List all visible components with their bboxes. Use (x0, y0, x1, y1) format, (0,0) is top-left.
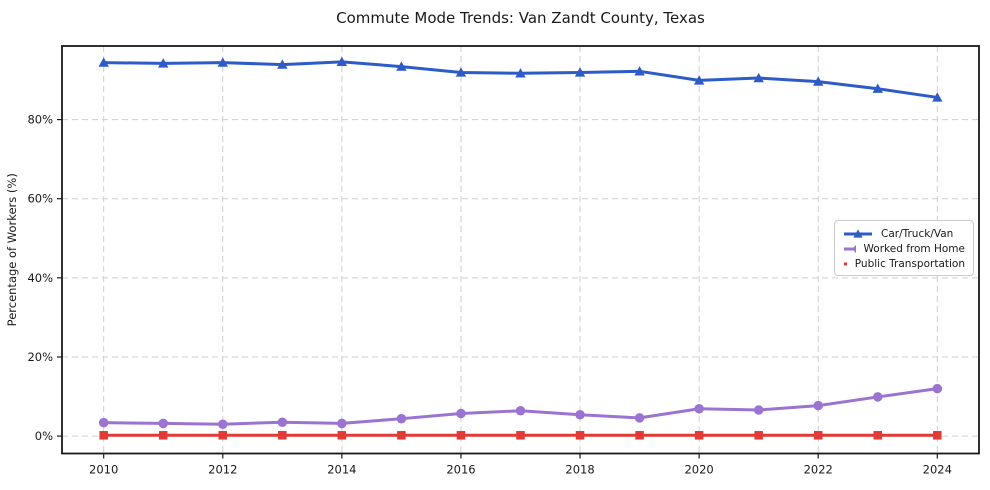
data-point-marker (753, 405, 764, 415)
legend-item: Car/Truck/Van (843, 226, 965, 241)
data-point-marker (278, 431, 287, 440)
y-tick-label: 80% (27, 113, 53, 127)
data-point-marker (277, 417, 288, 428)
chart-title: Commute Mode Trends: Van Zandt County, T… (336, 9, 705, 27)
data-point-marker (217, 57, 228, 67)
x-tick-label: 2018 (565, 463, 594, 477)
data-point-marker (98, 57, 109, 67)
data-point-marker (813, 76, 824, 86)
series-square (99, 431, 942, 440)
axis-tick-labels: 0% 20% 40% 60% 80% 2010 2012 2014 2016 2018 2020 20… (27, 113, 952, 477)
data-point-marker (336, 56, 348, 66)
y-tick-label: 40% (27, 271, 53, 285)
data-point-marker (694, 431, 704, 440)
legend-marker-square-icon (844, 262, 847, 265)
data-point-marker (753, 72, 764, 83)
data-point-marker (516, 431, 525, 440)
data-point-marker (455, 67, 467, 77)
x-tick-label: 2014 (327, 463, 356, 477)
data-point-marker (337, 431, 347, 440)
data-point-marker (635, 431, 644, 440)
data-point-marker (693, 75, 705, 85)
series-circle (98, 383, 943, 430)
data-point-marker (456, 408, 466, 419)
data-point-marker (158, 418, 169, 429)
legend-label: Car/Truck/Van (881, 227, 954, 240)
x-tick-label: 2020 (684, 463, 713, 477)
data-point-marker (396, 61, 407, 71)
data-point-marker (456, 431, 466, 440)
data-point-marker (574, 67, 586, 77)
data-point-marker (98, 417, 109, 428)
data-point-marker (158, 431, 168, 440)
data-point-marker (694, 404, 704, 414)
data-point-marker (813, 431, 823, 440)
legend-marker-circle-icon (844, 244, 856, 253)
data-point-marker (872, 392, 883, 402)
legend-item: Worked from Home (843, 241, 965, 256)
data-point-marker (396, 413, 407, 424)
y-axis-label: Percentage of Workers (%) (5, 173, 19, 326)
data-point-marker (575, 431, 585, 440)
x-tick-label: 2010 (89, 463, 118, 477)
x-tick-label: 2012 (208, 463, 237, 477)
data-point-marker (813, 400, 824, 411)
legend-item: Public Transportation (843, 256, 965, 271)
legend-marker-triangle-icon (844, 228, 872, 238)
circle-marker-icon (853, 244, 856, 253)
y-tick-label: 60% (27, 192, 53, 206)
data-point-marker (515, 68, 526, 78)
data-point-marker (397, 431, 406, 440)
x-tick-label: 2016 (446, 463, 475, 477)
data-point-marker (217, 419, 228, 430)
legend: Car/Truck/Van Worked from Home Public Tran… (834, 220, 974, 276)
data-point-marker (932, 92, 943, 102)
data-point-marker (754, 431, 763, 440)
data-point-marker (337, 418, 347, 429)
data-point-marker (634, 413, 645, 423)
data-point-marker (575, 409, 585, 420)
legend-label: Worked from Home (863, 242, 965, 255)
data-point-marker (872, 83, 883, 93)
x-tick-label: 2024 (923, 463, 952, 477)
series-line (102, 60, 939, 99)
data-point-marker (933, 431, 942, 440)
data-point-marker (158, 58, 169, 68)
data-point-marker (218, 431, 228, 440)
data-point-marker (932, 383, 943, 394)
triangle-marker-icon (853, 228, 863, 238)
data-point-marker (515, 405, 526, 416)
y-tick-label: 0% (35, 429, 53, 443)
legend-label: Public Transportation (854, 257, 965, 270)
data-point-marker (99, 431, 108, 440)
data-point-marker (277, 59, 288, 69)
y-tick-label: 20% (27, 350, 53, 364)
x-tick-label: 2022 (804, 463, 833, 477)
data-point-marker (634, 66, 645, 76)
plot-border (61, 45, 980, 455)
data-point-marker (873, 431, 883, 440)
series-triangle (98, 56, 943, 102)
